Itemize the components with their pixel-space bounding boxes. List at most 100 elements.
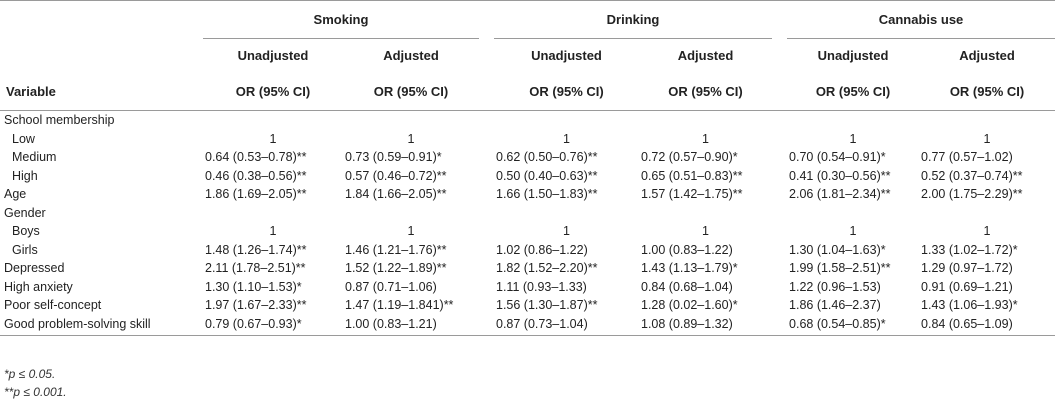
group-header-smoking: Smoking	[203, 0, 479, 39]
table-cell: 0.64 (0.53–0.78)**	[205, 150, 307, 165]
table-cell: 1	[983, 224, 991, 239]
row-label: Boys	[12, 224, 40, 239]
table-cell: 0.57 (0.46–0.72)**	[345, 168, 447, 183]
row-label: Age	[4, 187, 27, 202]
table-cell: 1.08 (0.89–1.32)	[639, 314, 773, 336]
table-row: High anxiety 1.30 (1.10–1.53)* 0.87 (0.71–…	[0, 278, 1055, 297]
table-cell: 1	[702, 131, 709, 146]
table-cell: 0.70 (0.54–0.91)*	[789, 150, 886, 165]
or-ci-header: OR (95% CI)	[639, 73, 773, 111]
or-ci-header: OR (95% CI)	[919, 73, 1055, 111]
row-label: Low	[12, 131, 35, 146]
table-cell	[787, 204, 919, 223]
table-cell: 1.30 (1.10–1.53)*	[205, 279, 302, 294]
row-label: Depressed	[4, 261, 65, 276]
table-cell	[919, 204, 1055, 223]
row-label: Good problem-solving skill	[0, 314, 203, 336]
table-cell	[639, 111, 772, 130]
table-cell	[494, 111, 639, 130]
sub-header-adjusted: Adjusted	[959, 48, 1015, 63]
table-cell: 2.06 (1.81–2.34)**	[789, 187, 891, 202]
odds-ratio-table: Smoking Drinking Cannabis use Unadjusted…	[0, 0, 1055, 336]
table-cell: 1	[269, 131, 277, 146]
variable-header: Variable	[0, 73, 203, 111]
table-row: High 0.46 (0.38–0.56)** 0.57 (0.46–0.72)**…	[0, 167, 1055, 186]
table-cell: 1	[269, 224, 277, 239]
row-label: High	[12, 168, 38, 183]
table-cell: 1	[407, 224, 415, 239]
table-footnotes: *p ≤ 0.05. **p ≤ 0.001.	[4, 365, 67, 401]
table-cell: 0.91 (0.69–1.21)	[921, 279, 1013, 294]
table-cell	[787, 111, 919, 130]
table-cell: 1.00 (0.83–1.21)	[343, 314, 479, 336]
table-cell	[203, 204, 343, 223]
table-cell: 1.02 (0.86–1.22)	[496, 242, 588, 257]
table-row: Age 1.86 (1.69–2.05)** 1.84 (1.66–2.05)** 1…	[0, 185, 1055, 204]
table-cell: 0.87 (0.71–1.06)	[345, 279, 437, 294]
table-cell: 0.77 (0.57–1.02)	[921, 150, 1013, 165]
table-cell: 0.62 (0.50–0.76)**	[496, 150, 598, 165]
table-cell: 1.86 (1.69–2.05)**	[205, 187, 307, 202]
table-cell: 1.66 (1.50–1.83)**	[496, 187, 598, 202]
or-header-row: Variable OR (95% CI) OR (95% CI) OR (95%…	[0, 73, 1055, 111]
table-cell: 0.72 (0.57–0.90)*	[641, 150, 738, 165]
table-cell: 1.97 (1.67–2.33)**	[205, 298, 307, 313]
table-cell: 0.84 (0.65–1.09)	[919, 314, 1055, 336]
group-header-drinking: Drinking	[494, 0, 773, 39]
row-label: Girls	[12, 242, 38, 257]
group-header-cannabis: Cannabis use	[787, 0, 1055, 39]
table-cell: 1	[983, 131, 991, 146]
or-ci-header: OR (95% CI)	[787, 73, 920, 111]
table-cell: 0.50 (0.40–0.63)**	[496, 168, 598, 183]
table-cell: 0.52 (0.37–0.74)**	[921, 168, 1023, 183]
table-cell	[494, 204, 639, 223]
table-cell: 1.47 (1.19–1.841)**	[345, 298, 454, 313]
table-cell: 1	[849, 131, 857, 146]
sub-header-adjusted: Adjusted	[383, 48, 439, 63]
table-cell: 0.79 (0.67–0.93)*	[203, 314, 343, 336]
sub-header-row: Unadjusted Adjusted Unadjusted Adjusted …	[0, 39, 1055, 74]
table-cell: 1	[563, 224, 570, 239]
table-cell: 1	[563, 131, 570, 146]
table-cell	[343, 204, 479, 223]
table-cell: 2.11 (1.78–2.51)**	[205, 261, 306, 276]
row-label: School membership	[4, 113, 115, 128]
table-cell: 1.56 (1.30–1.87)**	[496, 298, 598, 313]
table-cell: 0.87 (0.73–1.04)	[494, 314, 639, 336]
sub-header-unadjusted: Unadjusted	[237, 48, 309, 63]
table-cell: 0.46 (0.38–0.56)**	[205, 168, 307, 183]
row-label: Gender	[4, 205, 46, 220]
table-cell: 1.43 (1.13–1.79)*	[641, 261, 738, 276]
table-row: Gender	[0, 204, 1055, 223]
table-row: Medium 0.64 (0.53–0.78)** 0.73 (0.59–0.91)…	[0, 148, 1055, 167]
table-cell: 1	[702, 224, 709, 239]
table-cell: 1.29 (0.97–1.72)	[921, 261, 1013, 276]
table-cell: 1.86 (1.46–2.37)	[789, 298, 881, 313]
table-cell	[919, 111, 1055, 130]
table-row: Boys 1 1 1 1 1 1	[0, 222, 1055, 241]
table-cell: 1.84 (1.66–2.05)**	[345, 187, 447, 202]
row-label: High anxiety	[4, 279, 73, 294]
table-cell: 1.99 (1.58–2.51)**	[789, 261, 891, 276]
table-row: Depressed 2.11 (1.78–2.51)** 1.52 (1.22–1.…	[0, 259, 1055, 278]
or-ci-header: OR (95% CI)	[343, 73, 479, 111]
table-cell: 0.68 (0.54–0.85)*	[787, 314, 920, 336]
row-label: Poor self-concept	[4, 298, 102, 313]
table-body: School membership Low 1 1 1 1 1 1 Medium 0.64 (0.…	[0, 111, 1055, 336]
table-cell: 1.00 (0.83–1.22)	[641, 242, 733, 257]
empty-header-cell	[0, 1, 203, 39]
sub-header-unadjusted: Unadjusted	[531, 48, 602, 63]
table-cell: 1.52 (1.22–1.89)**	[345, 261, 447, 276]
footnote: *p ≤ 0.05.	[4, 367, 56, 381]
or-ci-header: OR (95% CI)	[494, 73, 639, 111]
table-cell: 1	[407, 131, 415, 146]
table-cell: 1.33 (1.02–1.72)*	[921, 242, 1018, 257]
table-cell: 0.84 (0.68–1.04)	[641, 279, 733, 294]
footnote: **p ≤ 0.001.	[4, 385, 67, 399]
row-label: Medium	[12, 150, 57, 165]
table-cell	[203, 111, 343, 130]
table-cell: 0.41 (0.30–0.56)**	[789, 168, 891, 183]
table-row: Low 1 1 1 1 1 1	[0, 130, 1055, 149]
table-row: School membership	[0, 111, 1055, 130]
table-cell: 1.11 (0.93–1.33)	[496, 279, 587, 294]
